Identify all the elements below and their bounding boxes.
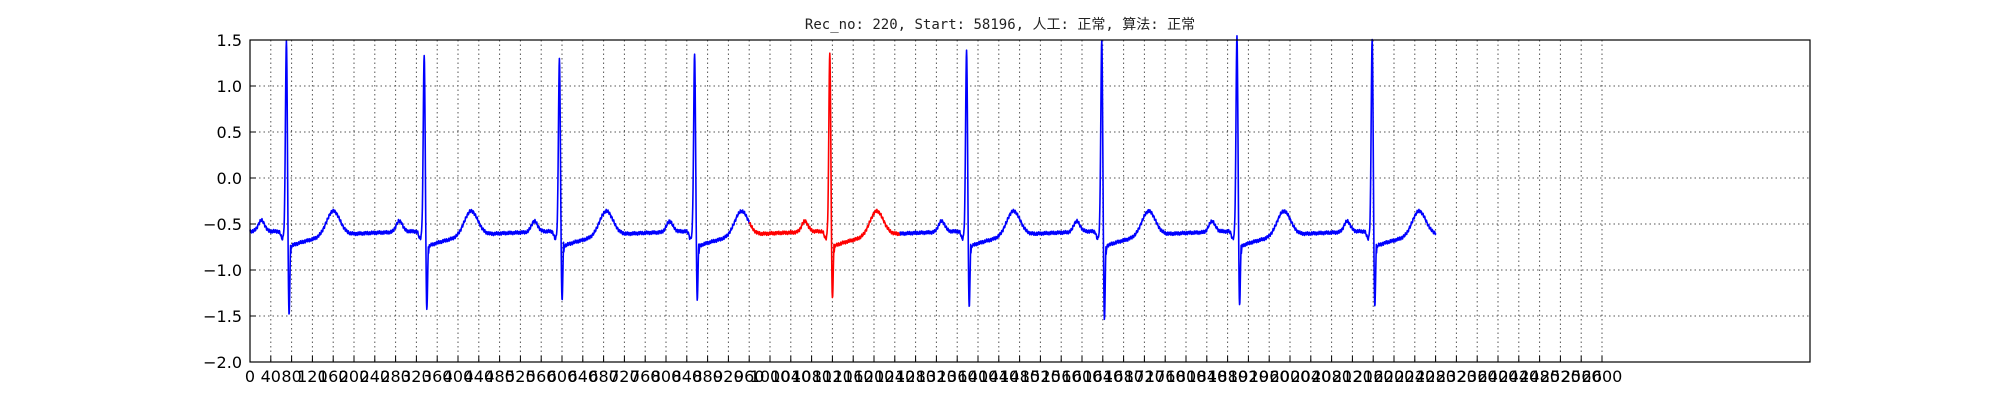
x-tick-label: 160 xyxy=(318,367,349,386)
x-tick-label: 1800 xyxy=(1166,367,1207,386)
x-tick-label: 80 xyxy=(281,367,301,386)
x-tick-label: 1440 xyxy=(978,367,1019,386)
y-tick-label: 0.5 xyxy=(217,123,242,142)
x-tick-label: 2000 xyxy=(1270,367,1311,386)
x-tick-label: 2440 xyxy=(1498,367,1539,386)
x-tick-label: 1680 xyxy=(1103,367,1144,386)
ecg-series-segment xyxy=(899,35,1437,321)
x-tick-label: 2160 xyxy=(1353,367,1394,386)
x-tick-label: 2200 xyxy=(1374,367,1415,386)
x-tick-label: 120 xyxy=(297,367,328,386)
x-tick-label: 400 xyxy=(443,367,474,386)
x-tick-label: 1280 xyxy=(895,367,936,386)
x-tick-label: 800 xyxy=(651,367,682,386)
ecg-trace xyxy=(249,35,1437,321)
x-tick-label: 2120 xyxy=(1332,367,1373,386)
x-tick-label: 280 xyxy=(380,367,411,386)
x-tick-label: 1880 xyxy=(1207,367,1248,386)
x-tick-label: 240 xyxy=(360,367,391,386)
ecg-series-segment xyxy=(249,40,750,315)
x-tick-label: 320 xyxy=(401,367,432,386)
x-tick-label: 880 xyxy=(692,367,723,386)
ecg-series-segment xyxy=(748,52,901,299)
x-tick-label: 40 xyxy=(261,367,281,386)
x-tick-label: 1600 xyxy=(1062,367,1103,386)
y-tick-label: 0.0 xyxy=(217,169,242,188)
x-tick-label: 760 xyxy=(630,367,661,386)
x-tick-label: 2240 xyxy=(1394,367,1435,386)
y-tick-label: −2.0 xyxy=(203,353,242,372)
x-tick-label: 200 xyxy=(339,367,370,386)
x-tick-label: 680 xyxy=(588,367,619,386)
x-tick-label: 1120 xyxy=(812,367,853,386)
x-tick-label: 960 xyxy=(734,367,765,386)
x-tick-label: 1520 xyxy=(1020,367,1061,386)
y-tick-label: −1.0 xyxy=(203,261,242,280)
x-tick-label: 600 xyxy=(547,367,578,386)
y-tick-label: 1.5 xyxy=(217,31,242,50)
x-tick-label: 1840 xyxy=(1186,367,1227,386)
x-tick-label: 1160 xyxy=(833,367,874,386)
x-tick-label: 1000 xyxy=(750,367,791,386)
x-tick-label: 1640 xyxy=(1082,367,1123,386)
x-tick-label: 1320 xyxy=(916,367,957,386)
x-tick-label: 920 xyxy=(713,367,744,386)
x-tick-label: 1200 xyxy=(854,367,895,386)
plot-frame xyxy=(249,39,1811,363)
x-tick-label: 1560 xyxy=(1041,367,1082,386)
chart-title: Rec_no: 220, Start: 58196, 人工: 正常, 算法: 正… xyxy=(805,17,1195,33)
x-tick-label: 560 xyxy=(526,367,557,386)
x-tick-label: 1920 xyxy=(1228,367,1269,386)
x-tick-label: 720 xyxy=(609,367,640,386)
y-axis-ticks: 1.5 1.0 0.5 0.0 −0.5 −1.0 −1.5 −2.0 xyxy=(203,31,256,372)
x-tick-label: 1080 xyxy=(791,367,832,386)
x-tick-label: 1040 xyxy=(770,367,811,386)
y-tick-label: 1.0 xyxy=(217,77,242,96)
grid-lines xyxy=(250,40,1810,362)
x-tick-label: 840 xyxy=(672,367,703,386)
x-tick-label: 2280 xyxy=(1415,367,1456,386)
x-tick-label: 2520 xyxy=(1540,367,1581,386)
x-tick-label: 2560 xyxy=(1561,367,1602,386)
x-tick-label: 640 xyxy=(568,367,599,386)
x-tick-label: 1720 xyxy=(1124,367,1165,386)
x-tick-label: 2040 xyxy=(1290,367,1331,386)
x-tick-label: 1400 xyxy=(958,367,999,386)
x-tick-label: 2600 xyxy=(1582,367,1623,386)
x-tick-label: 480 xyxy=(484,367,515,386)
x-tick-label: 1360 xyxy=(937,367,978,386)
x-tick-label: 2360 xyxy=(1457,367,1498,386)
x-tick-label: 1480 xyxy=(999,367,1040,386)
x-tick-label: 2480 xyxy=(1519,367,1560,386)
x-tick-label: 360 xyxy=(422,367,453,386)
x-tick-label: 2080 xyxy=(1311,367,1352,386)
x-tick-label: 440 xyxy=(464,367,495,386)
x-tick-label: 520 xyxy=(505,367,536,386)
x-tick-label: 2320 xyxy=(1436,367,1477,386)
x-tick-label: 2400 xyxy=(1478,367,1519,386)
x-tick-label: 1240 xyxy=(874,367,915,386)
x-tick-label: 0 xyxy=(245,367,255,386)
x-tick-label: 1960 xyxy=(1249,367,1290,386)
x-axis-ticks: 0 40 8012016020024028032036040044048052056… xyxy=(245,356,1622,386)
y-tick-label: −0.5 xyxy=(203,215,242,234)
y-tick-label: −1.5 xyxy=(203,307,242,326)
x-tick-label: 1760 xyxy=(1145,367,1186,386)
